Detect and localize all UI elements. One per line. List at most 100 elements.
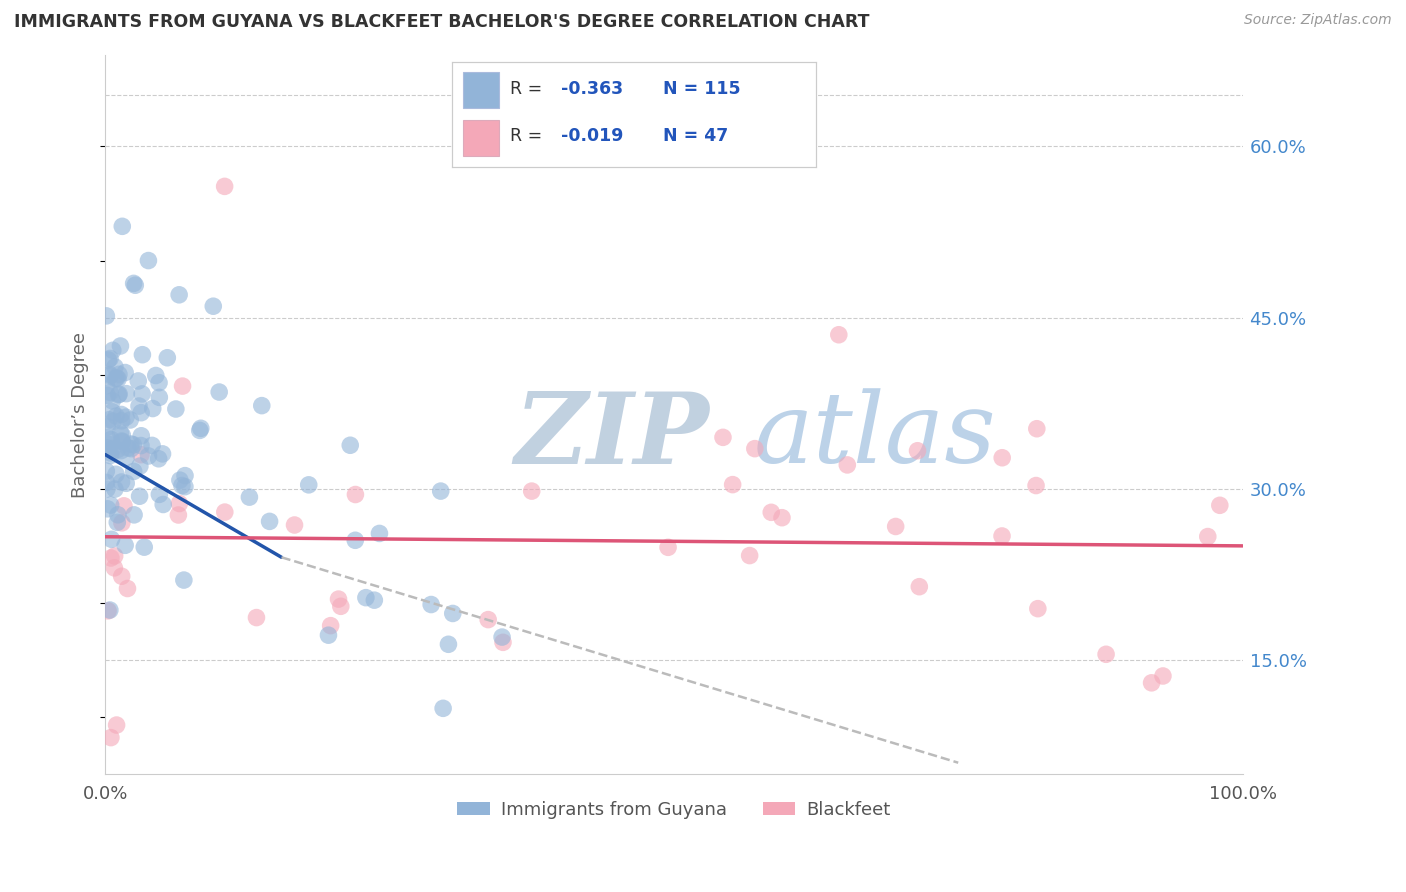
- Point: [104, 549, 127, 563]
- Point: [167, 287, 190, 301]
- Point: [127, 374, 149, 388]
- Point: [131, 348, 153, 362]
- Point: [142, 401, 165, 416]
- Point: [120, 442, 142, 456]
- Point: [432, 701, 454, 715]
- Point: [152, 447, 174, 461]
- Point: [1209, 498, 1232, 512]
- Point: [103, 561, 125, 575]
- Point: [111, 434, 134, 448]
- Point: [117, 582, 139, 596]
- Text: Source: ZipAtlas.com: Source: ZipAtlas.com: [1244, 13, 1392, 28]
- Point: [115, 410, 138, 425]
- Point: [98, 385, 121, 400]
- Point: [129, 429, 152, 443]
- Point: [250, 399, 273, 413]
- Point: [344, 487, 367, 501]
- Point: [170, 478, 193, 492]
- Point: [110, 443, 132, 458]
- Point: [339, 438, 361, 452]
- Point: [991, 529, 1014, 543]
- Point: [105, 467, 128, 482]
- Point: [1152, 669, 1174, 683]
- Point: [101, 405, 124, 419]
- Point: [1140, 676, 1163, 690]
- Point: [96, 430, 118, 444]
- Point: [111, 434, 134, 449]
- Text: ZIP: ZIP: [515, 388, 710, 484]
- Point: [738, 549, 761, 563]
- Point: [100, 498, 122, 512]
- Point: [110, 475, 132, 489]
- Point: [107, 442, 129, 457]
- Point: [110, 425, 132, 440]
- Point: [101, 442, 124, 456]
- Point: [129, 448, 152, 462]
- Point: [107, 508, 129, 522]
- Point: [156, 351, 179, 365]
- Point: [110, 339, 132, 353]
- Point: [98, 603, 121, 617]
- Point: [148, 376, 170, 390]
- Point: [174, 480, 197, 494]
- Point: [420, 598, 443, 612]
- Point: [104, 371, 127, 385]
- Point: [98, 351, 121, 366]
- Y-axis label: Bachelor’s Degree: Bachelor’s Degree: [72, 332, 89, 498]
- Point: [98, 368, 121, 383]
- Point: [148, 390, 170, 404]
- Point: [319, 618, 342, 632]
- Point: [129, 406, 152, 420]
- Point: [114, 538, 136, 552]
- Point: [100, 533, 122, 547]
- Point: [128, 489, 150, 503]
- Point: [245, 610, 267, 624]
- Point: [908, 580, 931, 594]
- Point: [108, 387, 131, 401]
- Point: [188, 424, 211, 438]
- Point: [96, 501, 118, 516]
- Point: [429, 484, 451, 499]
- Point: [259, 515, 281, 529]
- Point: [105, 409, 128, 424]
- Point: [107, 372, 129, 386]
- Point: [117, 441, 139, 455]
- Text: IMMIGRANTS FROM GUYANA VS BLACKFEET BACHELOR'S DEGREE CORRELATION CHART: IMMIGRANTS FROM GUYANA VS BLACKFEET BACH…: [14, 13, 869, 31]
- Point: [368, 526, 391, 541]
- Point: [96, 309, 118, 323]
- Point: [167, 508, 190, 522]
- Point: [98, 449, 121, 463]
- Point: [141, 438, 163, 452]
- Text: atlas: atlas: [754, 389, 997, 483]
- Point: [148, 451, 170, 466]
- Point: [122, 438, 145, 452]
- Point: [110, 408, 132, 422]
- Point: [104, 359, 127, 374]
- Point: [96, 475, 118, 490]
- Point: [96, 464, 118, 478]
- Point: [761, 505, 783, 519]
- Point: [1025, 478, 1047, 492]
- Point: [828, 327, 851, 342]
- Point: [202, 299, 225, 313]
- Point: [169, 496, 191, 510]
- Point: [98, 413, 121, 427]
- Point: [363, 593, 385, 607]
- Point: [111, 569, 134, 583]
- Point: [96, 482, 118, 496]
- Point: [437, 637, 460, 651]
- Point: [214, 179, 236, 194]
- Point: [344, 533, 367, 548]
- Point: [114, 366, 136, 380]
- Point: [477, 613, 499, 627]
- Point: [128, 399, 150, 413]
- Point: [115, 450, 138, 465]
- Point: [152, 498, 174, 512]
- Point: [657, 541, 679, 555]
- Point: [103, 414, 125, 428]
- Point: [173, 573, 195, 587]
- Point: [329, 599, 352, 614]
- Point: [711, 430, 734, 444]
- Point: [96, 388, 118, 402]
- Point: [441, 607, 464, 621]
